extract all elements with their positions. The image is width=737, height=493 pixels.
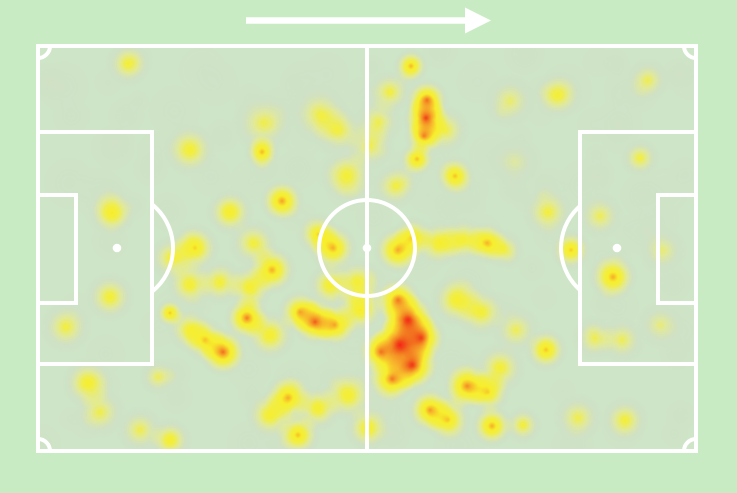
center-circle [317,198,417,298]
left-penalty-box [36,130,154,366]
center-spot [362,243,372,253]
right-penalty-box [578,130,698,366]
right-goal-area [656,193,698,305]
right-penalty-spot [612,243,622,253]
right-penalty-arc [559,203,580,293]
left-penalty-arc [152,201,175,295]
left-goal-area [36,193,78,305]
arrow-head-icon [465,7,491,34]
left-penalty-spot [112,243,122,253]
attack-direction-arrow [246,7,491,34]
